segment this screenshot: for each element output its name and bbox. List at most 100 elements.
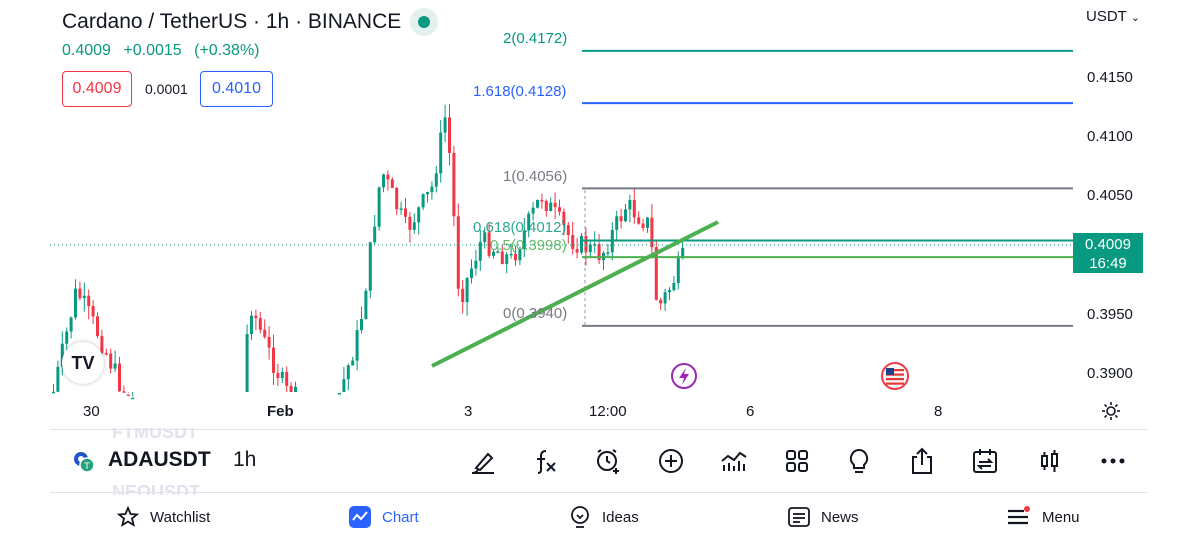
candle-body	[615, 216, 619, 230]
nav-label: Chart	[382, 508, 419, 526]
candle-body	[245, 334, 249, 392]
candle-body	[522, 230, 526, 250]
price-chart[interactable]	[0, 0, 1200, 400]
candle-body	[549, 202, 553, 212]
chart-settings-gear-icon[interactable]	[1100, 400, 1122, 422]
candle-body	[294, 386, 297, 392]
trendline	[431, 220, 719, 368]
candle-body	[536, 199, 539, 208]
nav-label: Ideas	[602, 508, 639, 526]
fib-label-0: 0(0.3940)	[503, 305, 568, 322]
candle-body	[373, 226, 377, 243]
toolbar-symbol[interactable]: ADAUSDT	[108, 448, 211, 471]
chevron-down-icon: ⌄	[1130, 12, 1140, 24]
candle-body	[461, 288, 465, 303]
brush-icon[interactable]	[466, 444, 500, 478]
lightning-event-icon	[671, 363, 697, 389]
candle-body	[118, 363, 121, 392]
candle-body	[122, 391, 126, 393]
fib-label-0618: 0.618(0.4012)	[473, 219, 567, 236]
candle-body	[285, 372, 289, 386]
currency-selector[interactable]: USDT ⌄	[1086, 8, 1140, 25]
compare-bars-icon[interactable]	[717, 444, 751, 478]
ghost-symbol-below: NEOUSDT	[112, 482, 201, 502]
candle-body	[681, 247, 685, 259]
candle-body	[676, 258, 680, 283]
candle-body	[342, 379, 346, 392]
chart-toolbar-divider	[50, 429, 1148, 430]
price-axis-label: 0.3950	[1087, 306, 1133, 323]
candle-body	[597, 244, 601, 261]
candle-body	[478, 242, 482, 261]
candle-body	[646, 217, 649, 228]
share-icon[interactable]	[905, 444, 939, 478]
replay-calendar-icon[interactable]	[968, 444, 1002, 478]
currency-label: USDT	[1086, 8, 1127, 25]
candle-body	[474, 260, 478, 269]
star-icon	[116, 505, 140, 529]
price-axis-label: 0.4050	[1087, 187, 1133, 204]
coin-pair-icon: T	[72, 450, 96, 479]
current-price-tag: 0.4009 16:49	[1073, 233, 1143, 273]
current-price-value: 0.4009	[1085, 236, 1131, 253]
symbol-title[interactable]: Cardano / TetherUS · 1h · BINANCE	[62, 10, 402, 33]
candle-body	[82, 295, 86, 299]
fib-label-05: 0.5(0.3998)	[490, 237, 567, 254]
nav-watchlist[interactable]: Watchlist	[116, 504, 210, 530]
candle-body	[426, 192, 429, 195]
price-axis-label: 0.4150	[1087, 69, 1133, 86]
candle-body	[408, 216, 412, 230]
candle-body	[443, 117, 447, 133]
candle-body	[272, 347, 275, 373]
candle-body	[346, 365, 350, 380]
candle-body	[368, 242, 372, 291]
toolbar-interval[interactable]: 1h	[233, 448, 257, 471]
nav-chart[interactable]: Chart	[348, 504, 419, 530]
price-change-percent: (+0.38%)	[194, 42, 260, 59]
idea-bulb-icon[interactable]	[842, 444, 876, 478]
price-axis-label: 0.3900	[1087, 365, 1133, 382]
candle-body	[668, 290, 671, 293]
more-dots-icon[interactable]	[1096, 444, 1130, 478]
bulb-icon	[568, 505, 592, 529]
candle-body	[509, 253, 513, 256]
sell-button[interactable]: 0.4009	[62, 71, 132, 107]
nav-menu[interactable]: Menu	[1006, 504, 1080, 530]
add-plus-icon[interactable]	[654, 444, 688, 478]
time-axis-label: 12:00	[589, 403, 627, 420]
candle-style-icon[interactable]	[1032, 444, 1066, 478]
nav-ideas[interactable]: Ideas	[568, 504, 639, 530]
candle-body	[492, 251, 495, 256]
toolbar-nav-divider	[50, 492, 1148, 493]
nav-news[interactable]: News	[787, 504, 859, 530]
candle-body	[100, 336, 104, 354]
candle-body	[641, 223, 645, 228]
indicators-fx-icon[interactable]	[528, 444, 562, 478]
buy-button[interactable]: 0.4010	[200, 71, 273, 107]
candle-body	[377, 187, 381, 227]
candle-body	[483, 232, 487, 243]
candle-body	[69, 317, 73, 332]
candle-body	[289, 385, 293, 392]
candle-body	[395, 187, 399, 210]
candle-body	[439, 132, 443, 174]
layout-grid-icon[interactable]	[780, 444, 814, 478]
nav-label: Menu	[1042, 508, 1080, 526]
candle-body	[74, 288, 77, 318]
candle-body	[619, 216, 623, 222]
candle-body	[131, 397, 135, 400]
candle-body	[113, 363, 117, 369]
candle-body	[351, 360, 355, 366]
market-status-icon[interactable]	[410, 8, 438, 36]
us-flag-event-icon	[881, 362, 909, 390]
candle-body	[452, 152, 456, 217]
alert-clock-icon[interactable]	[591, 444, 625, 478]
candle-body	[258, 318, 262, 330]
candle-body	[87, 295, 91, 307]
candle-body	[109, 353, 113, 369]
candle-body	[355, 330, 359, 361]
candle-body	[531, 207, 535, 214]
candle-body	[386, 174, 390, 180]
candle-body	[96, 316, 99, 337]
candle-body	[544, 200, 548, 212]
